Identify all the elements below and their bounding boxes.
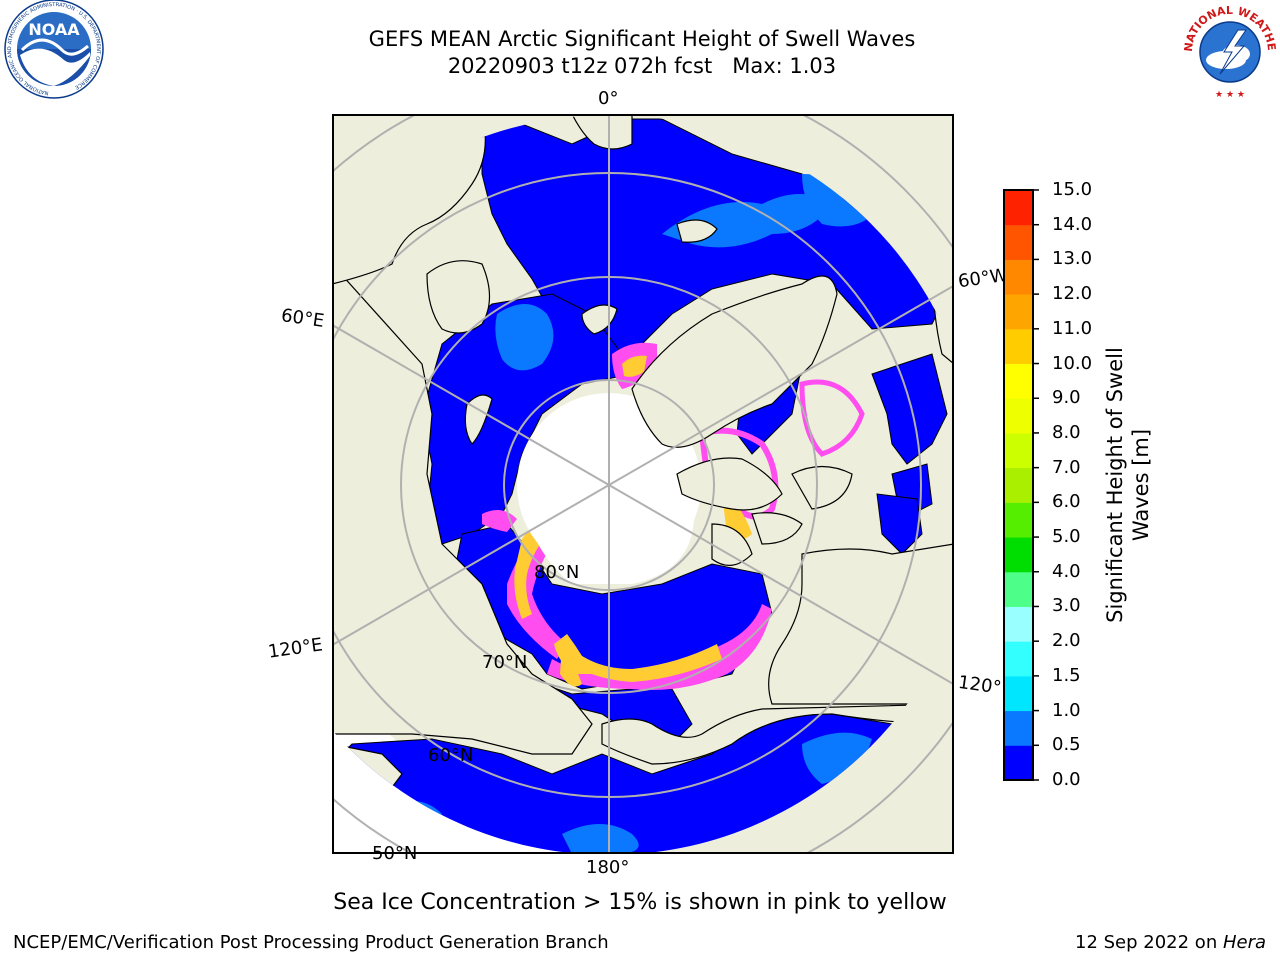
chart-title: GEFS MEAN Arctic Significant Height of S… — [0, 26, 1280, 80]
colorbar-tick-label: 3.0 — [1052, 595, 1081, 617]
colorbar-tick-label: 7.0 — [1052, 456, 1081, 478]
colorbar — [1003, 189, 1039, 781]
map-frame — [332, 114, 954, 854]
lat-label-80: 80°N — [534, 562, 580, 583]
colorbar-tick-label: 8.0 — [1052, 421, 1081, 443]
colorbar-segment — [1004, 224, 1033, 260]
colorbar-tick-label: 6.0 — [1052, 491, 1081, 513]
footer-host: Hera — [1222, 932, 1266, 953]
colorbar-tick-label: 2.0 — [1052, 630, 1081, 652]
lon-label-180: 180° — [586, 857, 630, 878]
meridian-60w — [608, 284, 954, 486]
colorbar-segment — [1004, 641, 1033, 677]
colorbar-label-line-2: Waves [m] — [1129, 428, 1153, 542]
noaa-wordmark: NOAA — [28, 20, 80, 39]
meridian-120w — [608, 484, 954, 686]
colorbar-segment — [1004, 467, 1033, 503]
colorbar-tick-label: 11.0 — [1052, 317, 1093, 339]
lat-label-70: 70°N — [482, 652, 528, 673]
colorbar-tick-label: 4.0 — [1052, 560, 1081, 582]
colorbar-tick-label: 14.0 — [1052, 213, 1093, 235]
colorbar-segment — [1004, 606, 1033, 642]
colorbar-tick-label: 12.0 — [1052, 283, 1093, 305]
sea-ice-caption: Sea Ice Concentration > 15% is shown in … — [333, 890, 947, 915]
lon-label-60e: 60°E — [279, 305, 326, 332]
colorbar-frame — [1003, 189, 1034, 781]
svg-text:★ ★ ★: ★ ★ ★ — [1215, 90, 1245, 100]
colorbar-segment — [1004, 328, 1033, 365]
nws-logo: NATIONAL WEATHER SERVICE ★ ★ ★ — [1180, 0, 1278, 100]
meridian-60e — [332, 323, 610, 486]
colorbar-segment — [1004, 675, 1033, 712]
colorbar-tick-label: 10.0 — [1052, 352, 1093, 374]
footer-credit: NCEP/EMC/Verification Post Processing Pr… — [13, 932, 609, 953]
title-line-1: GEFS MEAN Arctic Significant Height of S… — [368, 27, 916, 51]
colorbar-tick-label: 0.0 — [1052, 769, 1081, 790]
colorbar-segment — [1004, 571, 1033, 607]
footer-date-text: 12 Sep 2022 on — [1075, 932, 1223, 953]
colorbar-tick-label: 1.0 — [1052, 699, 1081, 721]
noaa-logo: NOAA NATIONAL OCEANIC AND ATMOSPHERIC AD… — [4, 0, 104, 99]
lon-label-0: 0° — [598, 88, 619, 109]
colorbar-segment — [1004, 398, 1033, 434]
colorbar-label-line-1: Significant Height of Swell — [1103, 347, 1127, 623]
colorbar-tick-label: 13.0 — [1052, 248, 1093, 270]
colorbar-tick-label: 9.0 — [1052, 387, 1081, 409]
colorbar-segment — [1004, 259, 1033, 295]
colorbar-tick-label: 1.5 — [1052, 664, 1081, 686]
lon-label-120e: 120°E — [266, 634, 324, 663]
footer-date: 12 Sep 2022 on Hera — [1075, 932, 1266, 953]
meridian-120e — [332, 484, 610, 647]
colorbar-segment — [1004, 537, 1033, 573]
colorbar-segment — [1004, 363, 1033, 399]
colorbar-segment — [1004, 432, 1033, 469]
colorbar-segment — [1004, 502, 1033, 538]
polar-map — [332, 114, 954, 854]
colorbar-segment — [1004, 710, 1033, 746]
colorbar-tick-label: 5.0 — [1052, 526, 1081, 548]
colorbar-tick-label: 15.0 — [1052, 179, 1093, 200]
colorbar-tick-label: 0.5 — [1052, 734, 1081, 756]
colorbar-segment — [1004, 294, 1033, 330]
title-line-2: 20220903 t12z 072h fcst Max: 1.03 — [447, 54, 837, 78]
graticule — [332, 114, 954, 854]
lat-label-60: 60°N — [428, 745, 474, 766]
colorbar-segment — [1004, 745, 1033, 781]
colorbar-label: Significant Height of Swell Waves [m] — [1102, 325, 1154, 645]
lat-label-50: 50°N — [372, 843, 418, 864]
colorbar-segment — [1004, 190, 1033, 226]
